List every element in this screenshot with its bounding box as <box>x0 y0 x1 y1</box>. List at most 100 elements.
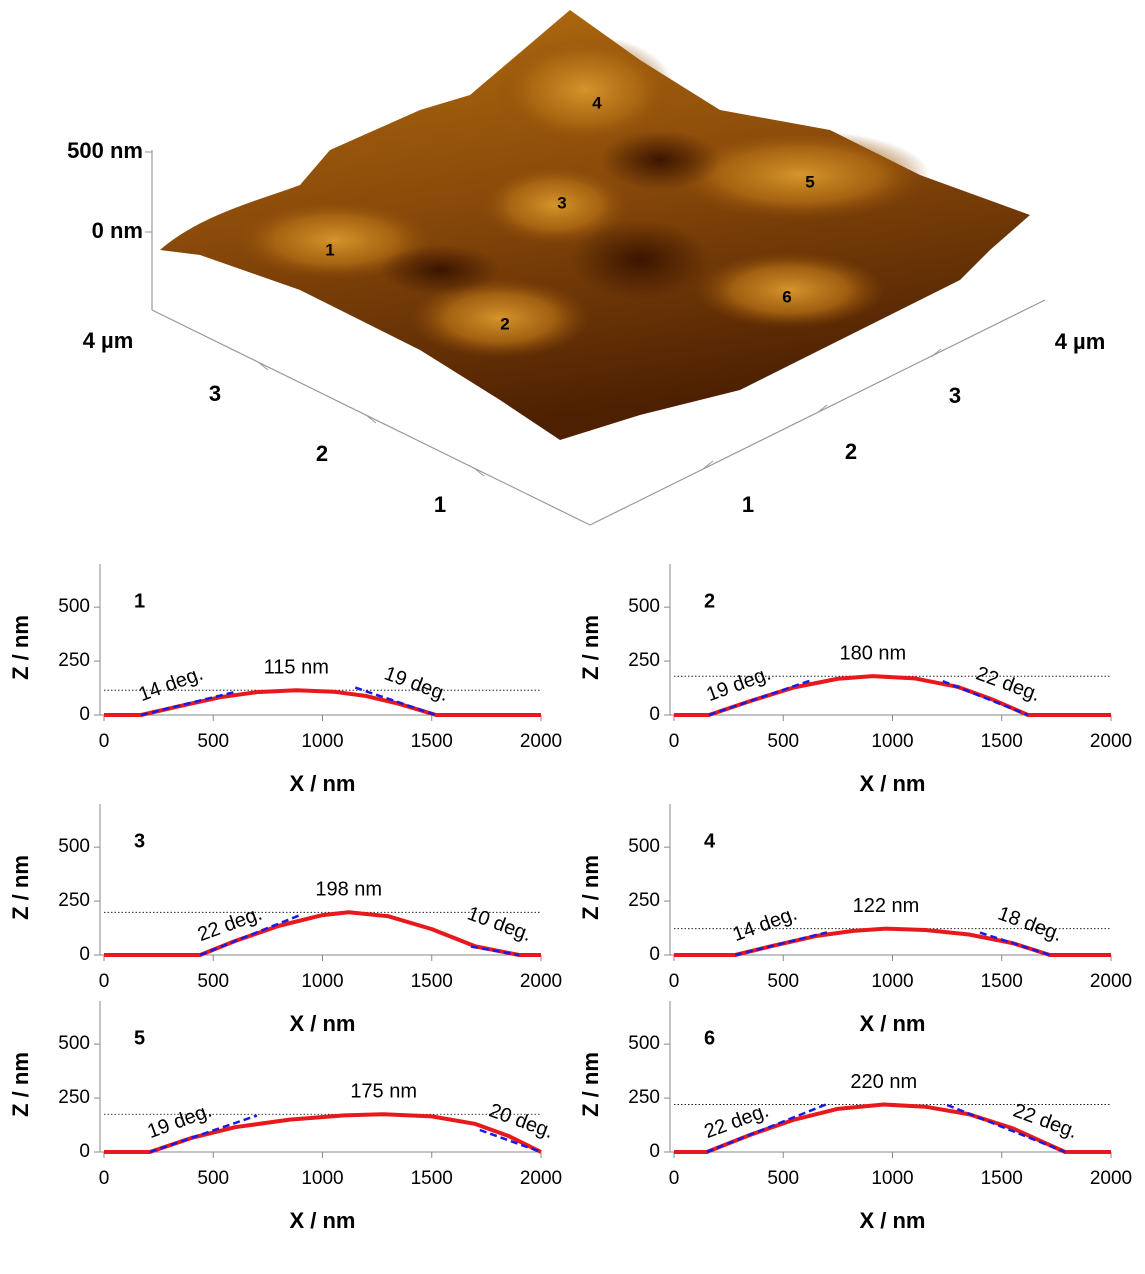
feature-label: 6 <box>782 287 791 306</box>
x-tick-label: 500 <box>197 1168 229 1189</box>
x-tick-label: 0 <box>99 731 110 752</box>
height-label: 180 nm <box>839 642 906 664</box>
axis-label: 4 µm <box>1055 329 1106 354</box>
feature-label: 5 <box>805 172 814 191</box>
y-tick-label: 250 <box>628 1087 660 1108</box>
x-tick-label: 2000 <box>1090 971 1132 992</box>
y-tick-label: 250 <box>58 650 90 671</box>
angle-label: 22 deg. <box>973 663 1043 706</box>
y-tick-label: 0 <box>649 944 660 965</box>
x-tick-label: 2000 <box>520 731 562 752</box>
x-tick-label: 500 <box>197 731 229 752</box>
x-tick-label: 500 <box>197 971 229 992</box>
y-tick-label: 250 <box>628 890 660 911</box>
y-axis-title: Z / nm <box>8 1052 33 1117</box>
x-tick-label: 2000 <box>520 1168 562 1189</box>
x-axis-title: X / nm <box>289 1208 355 1233</box>
height-label: 175 nm <box>350 1081 417 1103</box>
x-tick-label: 0 <box>669 971 680 992</box>
tangent-line <box>149 1114 258 1154</box>
feature-label: 1 <box>325 240 334 259</box>
y-axis-title: Z / nm <box>8 615 33 680</box>
y-axis-title: Z / nm <box>578 855 603 920</box>
x-tick-label: 0 <box>669 1168 680 1189</box>
y-axis-title: Z / nm <box>8 855 33 920</box>
x-tick-label: 500 <box>767 1168 799 1189</box>
angle-label: 20 deg. <box>486 1100 556 1143</box>
angle-label: 19 deg. <box>704 663 774 706</box>
profile-line <box>674 674 1111 717</box>
tangent-line <box>942 679 1029 717</box>
y-axis-title: Z / nm <box>578 1052 603 1117</box>
axis-label: 4 µm <box>83 328 134 353</box>
axis-label: 2 <box>845 439 857 464</box>
y-axis-title: Z / nm <box>578 615 603 680</box>
tangent-line <box>199 913 302 957</box>
x-tick-label: 1500 <box>411 1168 453 1189</box>
x-axis-title: X / nm <box>859 771 925 796</box>
angle-label: 22 deg. <box>1010 1100 1080 1143</box>
y-tick-label: 0 <box>79 1141 90 1162</box>
x-tick-label: 0 <box>99 1168 110 1189</box>
x-tick-label: 1000 <box>301 731 343 752</box>
profile-chart: 0 250 500 0 500 1000 1500 2000 X / nm Z / nm 2 180 … <box>578 564 1132 796</box>
panel-number: 4 <box>704 830 716 852</box>
tangent-line <box>708 679 810 717</box>
panel-number: 3 <box>134 830 145 852</box>
x-tick-label: 1500 <box>411 731 453 752</box>
y-tick-label: 500 <box>628 836 660 857</box>
feature-label: 2 <box>500 314 509 333</box>
x-axis-title: X / nm <box>859 1208 925 1233</box>
profile-chart: 0 250 500 0 500 1000 1500 2000 X / nm Z / nm 1 115 … <box>8 564 562 796</box>
x-tick-label: 0 <box>99 971 110 992</box>
tangent-line <box>979 931 1051 957</box>
axis-label: 3 <box>209 381 221 406</box>
feature-label: 3 <box>557 193 566 212</box>
x-axis-title: X / nm <box>289 771 355 796</box>
x-tick-label: 1000 <box>301 1168 343 1189</box>
y-tick-label: 500 <box>58 596 90 617</box>
profile-line <box>674 1102 1111 1154</box>
profile-chart: 0 250 500 0 500 1000 1500 2000 X / nm Z / nm 3 198 … <box>8 804 562 1036</box>
angle-label: 22 deg. <box>195 903 265 946</box>
x-tick-label: 1500 <box>981 1168 1023 1189</box>
x-tick-label: 1000 <box>871 731 913 752</box>
z-label: 500 nm <box>67 138 143 163</box>
angle-label: 14 deg. <box>730 903 800 946</box>
height-label: 198 nm <box>315 879 382 901</box>
z-label: 0 nm <box>92 218 143 243</box>
panel-number: 1 <box>134 590 145 612</box>
x-tick-label: 0 <box>669 731 680 752</box>
angle-label: 14 deg. <box>136 663 206 706</box>
profile-chart: 0 250 500 0 500 1000 1500 2000 X / nm Z / nm 4 122 … <box>578 804 1132 1036</box>
panel-number: 5 <box>134 1027 145 1049</box>
panel-number: 2 <box>704 590 715 612</box>
x-tick-label: 1000 <box>871 1168 913 1189</box>
feature-label: 4 <box>592 93 602 112</box>
tangent-line <box>354 686 437 717</box>
y-tick-label: 500 <box>58 1033 90 1054</box>
afm-surface <box>145 10 1046 526</box>
y-tick-label: 250 <box>628 650 660 671</box>
panel-number: 6 <box>704 1027 715 1049</box>
height-label: 115 nm <box>264 656 329 678</box>
x-axis-title: X / nm <box>289 1011 355 1036</box>
y-tick-label: 500 <box>628 1033 660 1054</box>
tangent-line <box>140 690 236 717</box>
axis-label: 1 <box>434 492 446 517</box>
x-tick-label: 1500 <box>981 971 1023 992</box>
y-tick-label: 500 <box>58 836 90 857</box>
profile-line <box>104 1112 542 1154</box>
y-tick-label: 0 <box>79 704 90 725</box>
x-tick-label: 2000 <box>1090 1168 1132 1189</box>
x-tick-label: 2000 <box>1090 731 1132 752</box>
tangent-line <box>946 1103 1066 1154</box>
axis-label: 1 <box>742 492 754 517</box>
tangent-line <box>734 931 828 957</box>
angle-label: 10 deg. <box>464 903 534 946</box>
height-label: 122 nm <box>853 895 920 917</box>
y-tick-label: 0 <box>649 704 660 725</box>
x-tick-label: 1000 <box>871 971 913 992</box>
